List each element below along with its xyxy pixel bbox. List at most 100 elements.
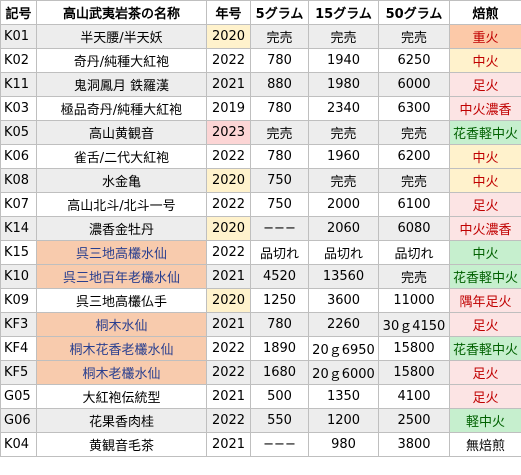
row-price-50g-cell: 11000 — [378, 288, 450, 313]
row-price-15g-cell: 13560 — [308, 264, 379, 289]
table-row: G05 大紅袍伝統型 2021 500 1350 4100 足火 — [0, 384, 521, 409]
table-row: K03 極品奇丹/純種大紅袍 2019 780 2340 6300 中火濃香 — [0, 96, 521, 121]
row-price-5g-cell: 1680 — [250, 360, 309, 385]
row-roast-cell: 足火 — [449, 192, 521, 217]
row-name-cell: 雀舌/二代大紅袍 — [36, 144, 207, 169]
row-roast-cell: 重火 — [449, 24, 521, 49]
row-price-5g-cell: 完売 — [250, 120, 309, 145]
row-price-15g-cell: 3600 — [308, 288, 379, 313]
row-name-cell: 高山北斗/北斗一号 — [36, 192, 207, 217]
row-price-5g-cell: −−− — [250, 432, 309, 457]
row-roast-cell: 足火 — [449, 312, 521, 337]
row-price-50g-cell: 完売 — [378, 264, 450, 289]
row-price-50g-cell: 6000 — [378, 72, 450, 97]
row-code-cell: K08 — [0, 168, 37, 193]
row-code-cell: K03 — [0, 96, 37, 121]
row-roast-cell: 中火濃香 — [449, 216, 521, 241]
table-row: K08 水金亀 2020 750 完売 完売 中火 — [0, 168, 521, 193]
row-roast-cell: 中火 — [449, 240, 521, 265]
table-row: KF4 桐木花香老欉水仙 2022 1890 20ｇ6950 15800 花香軽中火 — [0, 336, 521, 361]
row-name-cell: 高山黄観音 — [36, 120, 207, 145]
row-price-15g-cell: 1960 — [308, 144, 379, 169]
row-price-15g-cell: 980 — [308, 432, 379, 457]
row-price-50g-cell: 品切れ — [378, 240, 450, 265]
row-price-15g-cell: 品切れ — [308, 240, 379, 265]
row-price-50g-cell: 完売 — [378, 168, 450, 193]
row-code-cell: K05 — [0, 120, 37, 145]
table-row: K04 黄観音毛茶 2021 −−− 980 3800 無焙煎 — [0, 432, 521, 457]
row-name-cell: 大紅袍伝統型 — [36, 384, 207, 409]
row-price-5g-cell: 550 — [250, 408, 309, 433]
row-roast-cell: 中火 — [449, 144, 521, 169]
row-code-cell: K10 — [0, 264, 37, 289]
row-name-cell: 極品奇丹/純種大紅袍 — [36, 96, 207, 121]
row-roast-cell: 花香軽中火 — [449, 264, 521, 289]
row-price-50g-cell: 3800 — [378, 432, 450, 457]
row-roast-cell: 隅年足火 — [449, 288, 521, 313]
row-price-15g-cell: 2000 — [308, 192, 379, 217]
row-code-cell: K04 — [0, 432, 37, 457]
row-year-cell: 2020 — [206, 168, 251, 193]
row-roast-cell: 足火 — [449, 384, 521, 409]
row-year-cell: 2022 — [206, 360, 251, 385]
row-code-cell: K09 — [0, 288, 37, 313]
row-year-cell: 2020 — [206, 288, 251, 313]
row-name-cell: 奇丹/純種大紅袍 — [36, 48, 207, 73]
row-price-5g-cell: 780 — [250, 96, 309, 121]
row-code-cell: K01 — [0, 24, 37, 49]
table-row: K01 半天腰/半天妖 2020 完売 完売 完売 重火 — [0, 24, 521, 49]
header-name: 高山武夷岩茶の名称 — [36, 0, 207, 25]
row-price-15g-cell: 完売 — [308, 24, 379, 49]
row-price-15g-cell: 1940 — [308, 48, 379, 73]
table-row: K07 高山北斗/北斗一号 2022 750 2000 6100 足火 — [0, 192, 521, 217]
table-row: K02 奇丹/純種大紅袍 2022 780 1940 6250 中火 — [0, 48, 521, 73]
header-roast: 焙煎 — [449, 0, 521, 25]
row-year-cell: 2021 — [206, 264, 251, 289]
row-year-cell: 2019 — [206, 96, 251, 121]
row-code-cell: K11 — [0, 72, 37, 97]
row-year-cell: 2021 — [206, 384, 251, 409]
row-price-50g-cell: 6300 — [378, 96, 450, 121]
row-price-50g-cell: 30ｇ4150 — [378, 312, 450, 337]
row-code-cell: KF4 — [0, 336, 37, 361]
header-50g: 50グラム — [378, 0, 450, 25]
row-name-cell: 桐木水仙 — [36, 312, 207, 337]
row-roast-cell: 花香軽中火 — [449, 336, 521, 361]
row-price-15g-cell: 完売 — [308, 168, 379, 193]
row-name-cell: 水金亀 — [36, 168, 207, 193]
row-price-5g-cell: 780 — [250, 48, 309, 73]
row-price-5g-cell: 750 — [250, 168, 309, 193]
row-name-cell: 呉三地高欉水仙 — [36, 240, 207, 265]
row-price-5g-cell: 750 — [250, 192, 309, 217]
row-year-cell: 2022 — [206, 192, 251, 217]
row-price-15g-cell: 完売 — [308, 120, 379, 145]
row-roast-cell: 中火濃香 — [449, 96, 521, 121]
row-price-50g-cell: 6080 — [378, 216, 450, 241]
row-price-50g-cell: 6200 — [378, 144, 450, 169]
row-price-50g-cell: 完売 — [378, 120, 450, 145]
table-row: K05 高山黄観音 2023 完売 完売 完売 花香軽中火 — [0, 120, 521, 145]
row-price-15g-cell: 1980 — [308, 72, 379, 97]
row-price-5g-cell: 4520 — [250, 264, 309, 289]
row-year-cell: 2022 — [206, 144, 251, 169]
row-code-cell: G05 — [0, 384, 37, 409]
row-name-cell: 半天腰/半天妖 — [36, 24, 207, 49]
row-roast-cell: 無焙煎 — [449, 432, 521, 457]
row-price-5g-cell: 500 — [250, 384, 309, 409]
header-code: 記号 — [0, 0, 37, 25]
table-row: K10 呉三地百年老欉水仙 2021 4520 13560 完売 花香軽中火 — [0, 264, 521, 289]
table-row: KF5 桐木老欉水仙 2022 1680 20ｇ6000 15800 足火 — [0, 360, 521, 385]
row-price-5g-cell: 品切れ — [250, 240, 309, 265]
row-code-cell: K02 — [0, 48, 37, 73]
row-name-cell: 濃香金牡丹 — [36, 216, 207, 241]
table-row: K06 雀舌/二代大紅袍 2022 780 1960 6200 中火 — [0, 144, 521, 169]
row-code-cell: K15 — [0, 240, 37, 265]
table-row: K14 濃香金牡丹 2020 −−− 2060 6080 中火濃香 — [0, 216, 521, 241]
row-code-cell: G06 — [0, 408, 37, 433]
row-price-50g-cell: 完売 — [378, 24, 450, 49]
row-roast-cell: 足火 — [449, 72, 521, 97]
row-year-cell: 2020 — [206, 24, 251, 49]
row-code-cell: KF3 — [0, 312, 37, 337]
row-price-15g-cell: 20ｇ6950 — [308, 336, 379, 361]
row-year-cell: 2022 — [206, 240, 251, 265]
